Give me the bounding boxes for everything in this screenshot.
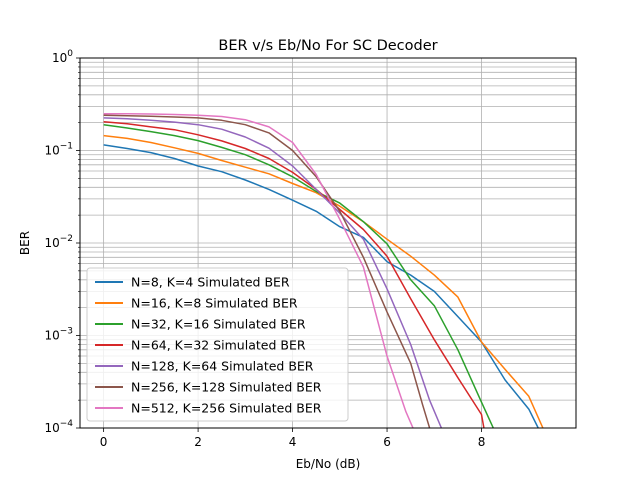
series-layer xyxy=(103,112,544,428)
x-tick-label: 0 xyxy=(100,435,108,449)
legend-entry: N=128, K=64 Simulated BER xyxy=(131,359,314,374)
y-tick-label: 10−2 xyxy=(44,234,73,250)
legend-box xyxy=(86,267,349,422)
legend-entry: N=16, K=8 Simulated BER xyxy=(131,296,298,311)
x-tick-label: 8 xyxy=(478,435,486,449)
series-line-7 xyxy=(103,112,414,428)
legend-entry: N=256, K=128 Simulated BER xyxy=(131,380,322,395)
series-line-6 xyxy=(103,114,431,428)
series-line-3 xyxy=(103,123,494,428)
y-tick-label: 10−3 xyxy=(44,327,73,343)
x-axis-label: Eb/No (dB) xyxy=(296,457,361,471)
x-axis-ticks: 0 2 4 6 8 xyxy=(100,428,486,449)
legend-entry: N=64, K=32 Simulated BER xyxy=(131,338,306,353)
y-axis-label: BER xyxy=(18,231,32,255)
x-tick-label: 2 xyxy=(194,435,202,449)
series-line-4 xyxy=(103,120,485,428)
x-tick-label: 4 xyxy=(289,435,297,449)
legend-entry: N=512, K=256 Simulated BER xyxy=(131,401,322,416)
y-tick-label: 10−1 xyxy=(44,142,73,158)
y-tick-label: 100 xyxy=(52,49,73,65)
y-tick-label: 10−4 xyxy=(44,419,73,435)
x-tick-label: 6 xyxy=(383,435,391,449)
chart-title: BER v/s Eb/No For SC Decoder xyxy=(218,38,437,54)
legend: N=8, K=4 Simulated BER N=16, K=8 Simulate… xyxy=(86,267,349,422)
legend-entry: N=8, K=4 Simulated BER xyxy=(131,275,290,290)
legend-entry: N=32, K=16 Simulated BER xyxy=(131,317,306,332)
series-line-1 xyxy=(103,144,539,428)
y-axis-ticks: 10−4 10−3 10−2 10−1 100 xyxy=(44,49,80,435)
series-line-5 xyxy=(103,117,443,428)
